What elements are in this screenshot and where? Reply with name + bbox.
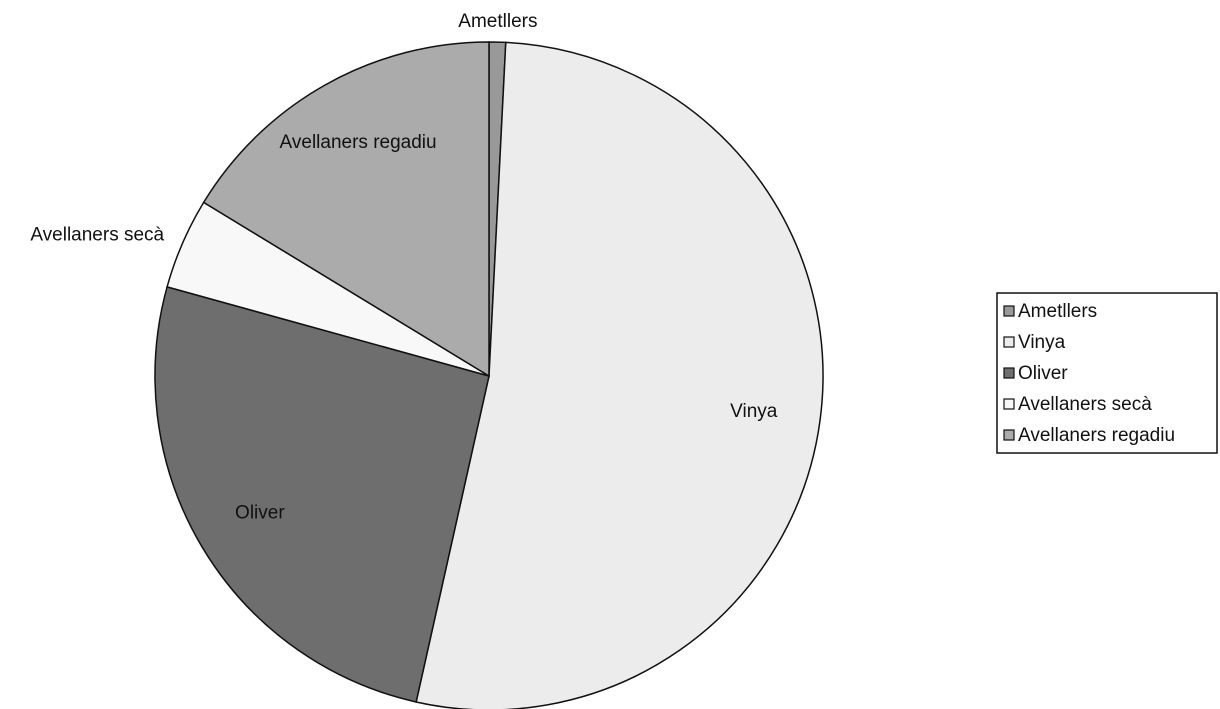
data-label: Vinya bbox=[730, 401, 778, 422]
pie-slice bbox=[415, 41, 824, 709]
legend-swatch bbox=[1003, 305, 1015, 317]
data-label: Oliver bbox=[235, 502, 285, 523]
legend-swatch bbox=[1003, 398, 1015, 410]
legend-label: Avellaners regadiu bbox=[1018, 425, 1175, 446]
legend-label: Ametllers bbox=[1018, 301, 1097, 322]
data-label: Avellaners secà bbox=[30, 224, 164, 245]
pie-slice bbox=[202, 41, 490, 378]
legend-swatch bbox=[1003, 429, 1015, 441]
data-label: Avellaners regadiu bbox=[280, 132, 437, 153]
pie-slice bbox=[154, 285, 490, 703]
legend-swatch bbox=[1003, 367, 1015, 379]
legend-label: Vinya bbox=[1018, 332, 1066, 353]
legend-box bbox=[996, 292, 1218, 454]
legend-label: Oliver bbox=[1018, 363, 1068, 384]
data-label: Ametllers bbox=[458, 11, 537, 32]
legend-swatch bbox=[1003, 336, 1015, 348]
legend-label: Avellaners secà bbox=[1018, 394, 1152, 415]
